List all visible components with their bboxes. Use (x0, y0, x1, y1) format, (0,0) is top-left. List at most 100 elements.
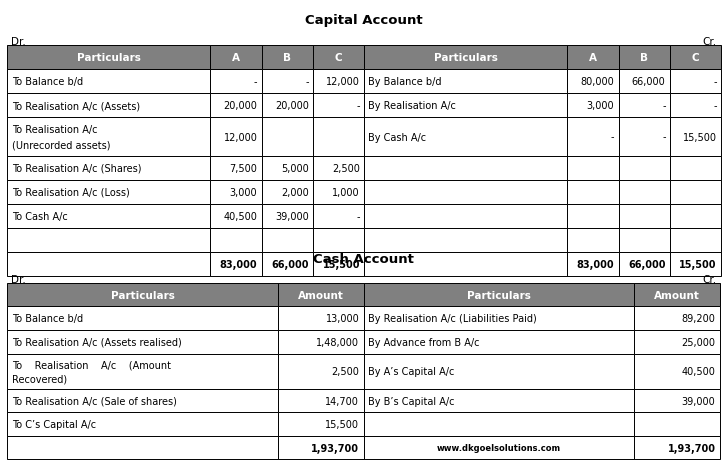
Text: 15,500: 15,500 (325, 419, 359, 429)
Bar (670, 94, 721, 118)
Bar (619, 46, 670, 70)
Text: To Realisation A/c: To Realisation A/c (12, 125, 97, 135)
Text: -: - (305, 77, 309, 87)
Text: C: C (334, 53, 342, 63)
Text: 20,000: 20,000 (223, 101, 257, 111)
Bar (364, 46, 567, 70)
Bar (278, 389, 364, 413)
Text: 66,000: 66,000 (271, 259, 309, 269)
Text: -: - (713, 77, 717, 87)
Text: 7,500: 7,500 (230, 163, 257, 173)
Bar (670, 252, 721, 277)
Text: Amount: Amount (654, 290, 700, 300)
Text: 83,000: 83,000 (577, 259, 614, 269)
Bar (313, 180, 364, 204)
Bar (364, 330, 634, 354)
Bar (210, 94, 262, 118)
Bar (619, 204, 670, 228)
Text: To    Realisation    A/c    (Amount: To Realisation A/c (Amount (12, 359, 171, 369)
Bar (7, 46, 210, 70)
Bar (7, 70, 210, 94)
Bar (278, 330, 364, 354)
Text: 2,000: 2,000 (281, 188, 309, 198)
Text: 15,500: 15,500 (679, 259, 717, 269)
Text: -: - (611, 132, 614, 142)
Bar (567, 228, 619, 252)
Bar (567, 118, 619, 157)
Text: 40,500: 40,500 (223, 211, 257, 221)
Text: Amount: Amount (298, 290, 344, 300)
Text: To C’s Capital A/c: To C’s Capital A/c (12, 419, 96, 429)
Text: 3,000: 3,000 (587, 101, 614, 111)
Bar (567, 94, 619, 118)
Bar (262, 252, 313, 277)
Text: By Cash A/c: By Cash A/c (369, 132, 427, 142)
Bar (313, 94, 364, 118)
Bar (313, 157, 364, 180)
Bar (619, 94, 670, 118)
Text: By A’s Capital A/c: By A’s Capital A/c (368, 367, 454, 377)
Text: 25,000: 25,000 (681, 337, 715, 347)
Bar (210, 118, 262, 157)
Text: To Realisation A/c (Sale of shares): To Realisation A/c (Sale of shares) (12, 396, 177, 406)
Bar (567, 180, 619, 204)
Bar (7, 180, 210, 204)
Text: To Realisation A/c (Assets): To Realisation A/c (Assets) (12, 101, 140, 111)
Bar (364, 204, 567, 228)
Text: 2,500: 2,500 (332, 367, 359, 377)
Text: 80,000: 80,000 (581, 77, 614, 87)
Text: -: - (356, 101, 360, 111)
Bar (210, 228, 262, 252)
Bar (278, 413, 364, 436)
Bar (7, 228, 210, 252)
Text: 1,93,700: 1,93,700 (667, 443, 715, 453)
Text: 1,93,700: 1,93,700 (311, 443, 359, 453)
Text: To Balance b/d: To Balance b/d (12, 314, 83, 324)
Bar (634, 389, 720, 413)
Bar (364, 389, 634, 413)
Bar (7, 157, 210, 180)
Bar (210, 252, 262, 277)
Bar (278, 354, 364, 389)
Bar (619, 70, 670, 94)
Bar (364, 413, 634, 436)
Bar (364, 283, 634, 307)
Text: -: - (356, 211, 360, 221)
Text: Dr.: Dr. (11, 37, 25, 47)
Bar (7, 283, 278, 307)
Text: By B’s Capital A/c: By B’s Capital A/c (368, 396, 454, 406)
Bar (278, 436, 364, 459)
Text: -: - (713, 101, 717, 111)
Text: To Balance b/d: To Balance b/d (12, 77, 83, 87)
Bar (313, 228, 364, 252)
Bar (670, 228, 721, 252)
Text: -: - (662, 132, 666, 142)
Bar (210, 46, 262, 70)
Text: 15,500: 15,500 (323, 259, 360, 269)
Text: By Balance b/d: By Balance b/d (369, 77, 442, 87)
Text: Dr.: Dr. (11, 274, 25, 284)
Bar (210, 157, 262, 180)
Text: 13,000: 13,000 (326, 314, 359, 324)
Text: Particulars: Particulars (111, 290, 174, 300)
Text: A: A (232, 53, 240, 63)
Text: 20,000: 20,000 (275, 101, 309, 111)
Text: To Realisation A/c (Loss): To Realisation A/c (Loss) (12, 188, 129, 198)
Bar (567, 252, 619, 277)
Text: Cr.: Cr. (702, 37, 716, 47)
Bar (634, 436, 720, 459)
Text: 66,000: 66,000 (628, 259, 666, 269)
Bar (619, 228, 670, 252)
Bar (619, 252, 670, 277)
Bar (364, 70, 567, 94)
Bar (7, 413, 278, 436)
Bar (567, 157, 619, 180)
Text: Capital Account: Capital Account (305, 14, 422, 27)
Text: Particulars: Particulars (434, 53, 498, 63)
Text: 14,700: 14,700 (326, 396, 359, 406)
Bar (670, 157, 721, 180)
Bar (634, 283, 720, 307)
Bar (364, 354, 634, 389)
Bar (567, 204, 619, 228)
Bar (364, 228, 567, 252)
